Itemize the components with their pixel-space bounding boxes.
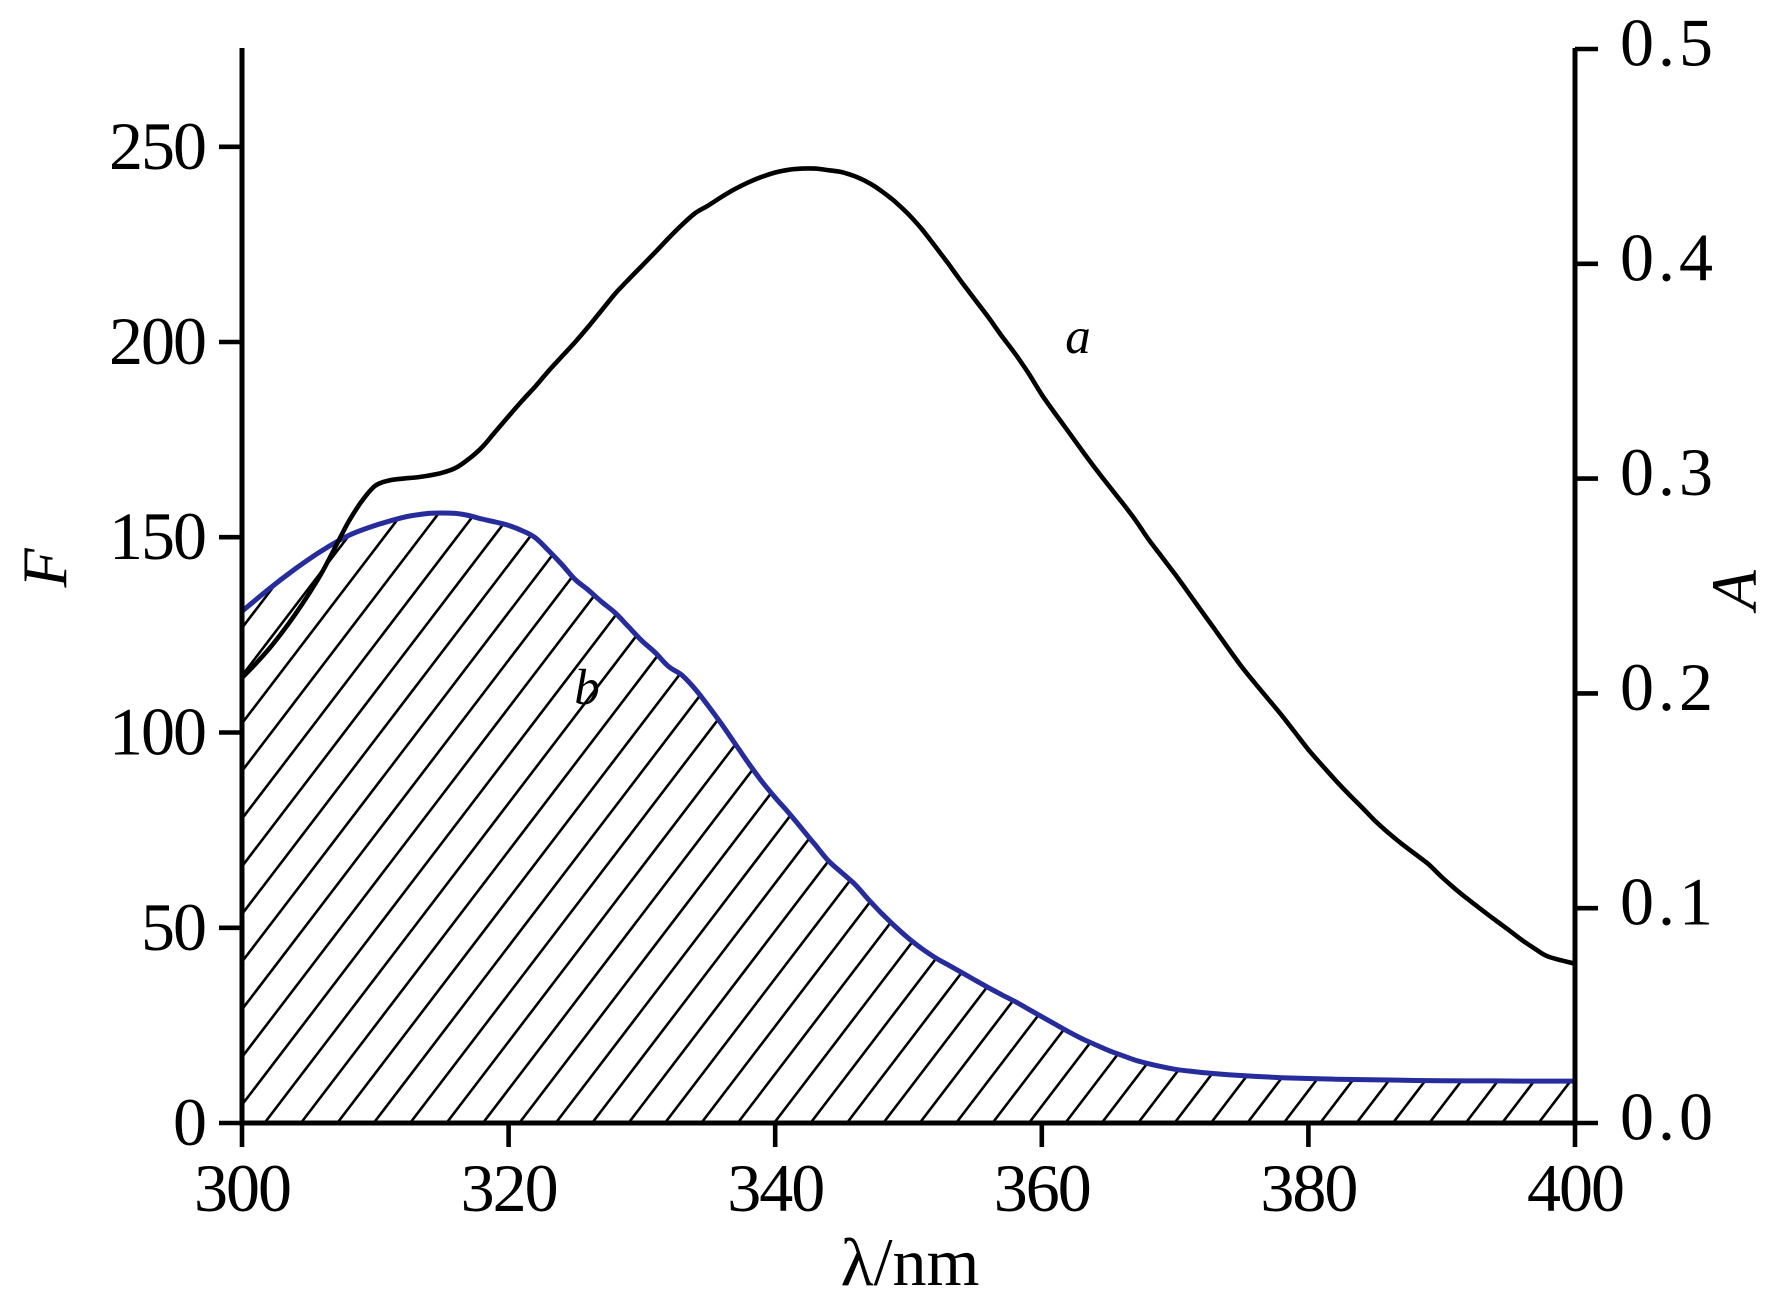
svg-text:380: 380 (1260, 1150, 1356, 1226)
svg-text:400: 400 (1527, 1150, 1623, 1226)
svg-text:A: A (1699, 570, 1771, 614)
svg-text:0.5: 0.5 (1620, 5, 1717, 81)
svg-text:F: F (9, 548, 80, 589)
svg-text:0.3: 0.3 (1620, 434, 1717, 510)
svg-text:0: 0 (173, 1084, 205, 1160)
svg-text:250: 250 (109, 108, 205, 184)
svg-text:320: 320 (461, 1150, 557, 1226)
svg-text:50: 50 (141, 889, 205, 965)
svg-text:0.2: 0.2 (1620, 649, 1717, 725)
svg-text:0.0: 0.0 (1620, 1079, 1717, 1155)
svg-text:0.4: 0.4 (1620, 219, 1717, 295)
svg-text:b: b (574, 660, 600, 716)
svg-text:150: 150 (109, 498, 205, 574)
svg-text:300: 300 (194, 1150, 290, 1226)
svg-text:λ/nm: λ/nm (841, 1224, 980, 1300)
svg-text:a: a (1065, 309, 1091, 365)
svg-text:0.1: 0.1 (1620, 864, 1717, 940)
svg-text:340: 340 (727, 1150, 823, 1226)
svg-text:200: 200 (109, 303, 205, 379)
svg-text:100: 100 (109, 694, 205, 770)
svg-text:360: 360 (994, 1150, 1090, 1226)
